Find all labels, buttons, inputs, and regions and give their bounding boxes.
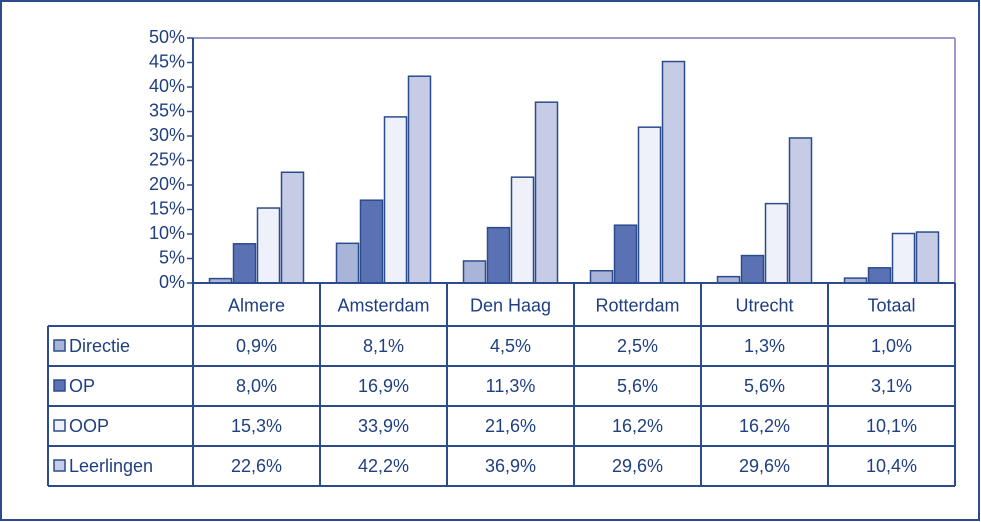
legend-label: OP bbox=[69, 376, 95, 396]
y-tick-label: 10% bbox=[149, 223, 185, 243]
table-value: 33,9% bbox=[358, 416, 409, 436]
table-value: 5,6% bbox=[617, 376, 658, 396]
bar bbox=[359, 199, 384, 284]
bar bbox=[867, 267, 892, 284]
bar bbox=[256, 207, 281, 284]
bar bbox=[891, 232, 916, 284]
category-label: Den Haag bbox=[470, 295, 551, 315]
table-value: 16,2% bbox=[612, 416, 663, 436]
table-value: 16,2% bbox=[739, 416, 790, 436]
legend-swatch bbox=[53, 339, 66, 352]
table-value: 15,3% bbox=[231, 416, 282, 436]
table-value: 22,6% bbox=[231, 456, 282, 476]
legend-label: OOP bbox=[69, 416, 109, 436]
table-value: 21,6% bbox=[485, 416, 536, 436]
bar bbox=[486, 226, 511, 284]
legend-swatch bbox=[53, 419, 66, 432]
bar bbox=[510, 176, 535, 284]
y-tick-label: 20% bbox=[149, 174, 185, 194]
table-value: 10,4% bbox=[866, 456, 917, 476]
category-label: Totaal bbox=[867, 295, 915, 315]
bar bbox=[589, 270, 614, 284]
table-value: 8,1% bbox=[363, 336, 404, 356]
table-value: 42,2% bbox=[358, 456, 409, 476]
table-value: 29,6% bbox=[739, 456, 790, 476]
table-value: 16,9% bbox=[358, 376, 409, 396]
table-value: 5,6% bbox=[744, 376, 785, 396]
table-value: 4,5% bbox=[490, 336, 531, 356]
bar bbox=[788, 137, 813, 284]
table-value: 11,3% bbox=[486, 376, 536, 396]
bar bbox=[407, 75, 432, 284]
y-tick-label: 30% bbox=[149, 125, 185, 145]
y-tick-label: 40% bbox=[149, 76, 185, 96]
table-value: 1,3% bbox=[744, 336, 785, 356]
table-value: 0,9% bbox=[236, 336, 277, 356]
table-value: 29,6% bbox=[612, 456, 663, 476]
bar bbox=[534, 101, 559, 284]
bar bbox=[613, 224, 638, 284]
bar bbox=[764, 202, 789, 284]
table-value: 36,9% bbox=[485, 456, 536, 476]
legend-swatch bbox=[53, 459, 66, 472]
bar bbox=[335, 242, 360, 284]
bar bbox=[915, 231, 940, 284]
y-tick-label: 15% bbox=[149, 198, 185, 218]
table-value: 8,0% bbox=[236, 376, 277, 396]
y-tick-label: 0% bbox=[159, 272, 185, 292]
category-label: Amsterdam bbox=[337, 295, 429, 315]
bar bbox=[637, 126, 662, 284]
table-value: 3,1% bbox=[871, 376, 912, 396]
y-tick-label: 35% bbox=[149, 100, 185, 120]
category-label: Utrecht bbox=[735, 295, 793, 315]
table-value: 2,5% bbox=[617, 336, 658, 356]
table-value: 1,0% bbox=[871, 336, 912, 356]
bar bbox=[232, 243, 257, 284]
y-tick-label: 50% bbox=[149, 27, 185, 47]
category-label: Rotterdam bbox=[595, 295, 679, 315]
legend-label: Directie bbox=[69, 336, 130, 356]
bar bbox=[740, 254, 765, 284]
y-tick-label: 5% bbox=[159, 247, 185, 267]
y-tick-label: 25% bbox=[149, 149, 185, 169]
bar bbox=[462, 260, 487, 284]
legend-label: Leerlingen bbox=[69, 456, 153, 476]
table-value: 10,1% bbox=[866, 416, 917, 436]
legend-swatch bbox=[53, 379, 66, 392]
bar bbox=[383, 116, 408, 284]
category-label: Almere bbox=[228, 295, 285, 315]
y-tick-label: 45% bbox=[149, 51, 185, 71]
bar bbox=[280, 171, 305, 284]
bar bbox=[661, 60, 686, 284]
